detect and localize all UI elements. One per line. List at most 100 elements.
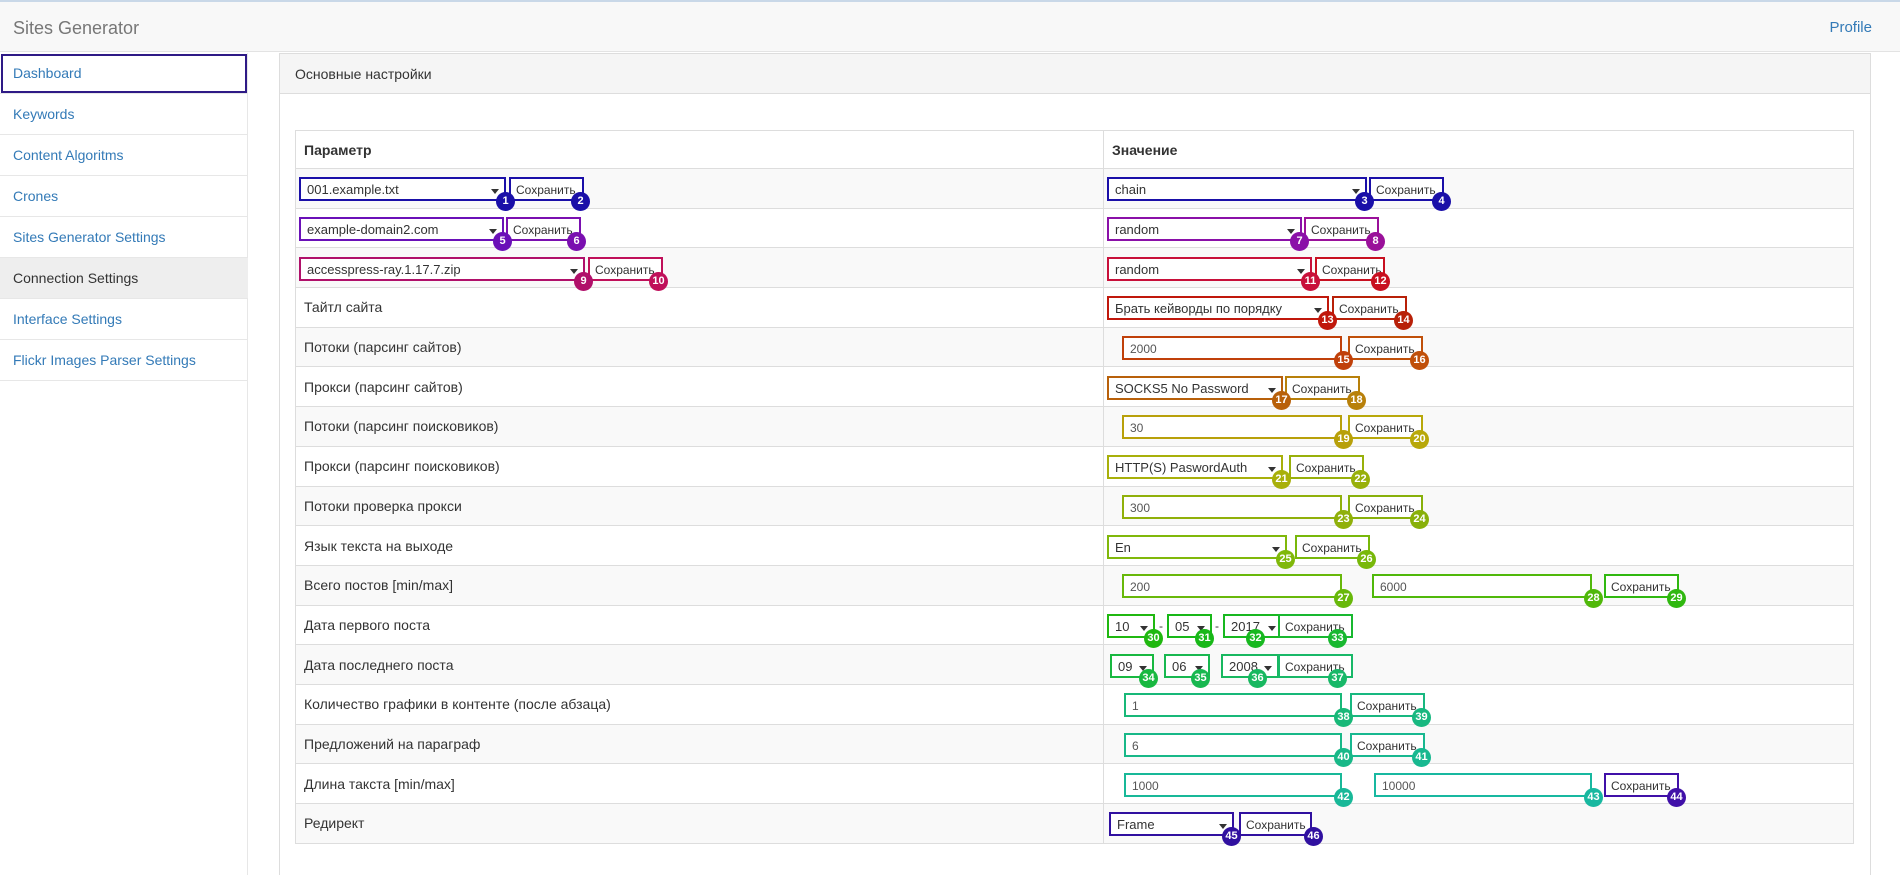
row-label: Тайтл сайта [295, 287, 1104, 328]
site-proxy-select[interactable]: SOCKS5 No Password [1107, 375, 1283, 400]
text-length-min-input[interactable]: 1000 [1124, 772, 1342, 797]
table-row: Длина такста [min/max] 1000 42 10000 43 … [295, 763, 1854, 807]
value-select[interactable]: random [1107, 217, 1302, 242]
file-select[interactable]: 001.example.txt [299, 177, 506, 202]
site-proxy-select-value: SOCKS5 No Password [1115, 380, 1249, 396]
badge-19: 19 [1334, 430, 1353, 450]
posts-min-input[interactable]: 200 [1122, 574, 1342, 599]
app-title[interactable]: Sites Generator [13, 18, 140, 38]
language-select[interactable]: En [1107, 534, 1287, 559]
first-post-month-select[interactable]: 05 [1167, 613, 1212, 638]
sidebar-item-flickr-images-parser-settings[interactable]: Flickr Images Parser Settings [0, 340, 248, 381]
badge-44: 44 [1667, 787, 1686, 807]
badge-43: 43 [1584, 787, 1603, 807]
badge-37: 37 [1328, 668, 1347, 688]
badge-16: 16 [1410, 351, 1429, 371]
table-row: Количество графики в контенте (после абз… [295, 683, 1854, 728]
sidebar-item-content-algoritms[interactable]: Content Algoritms [0, 135, 248, 176]
save-button[interactable]: Сохранить [1348, 494, 1423, 519]
table-row: Предложений на параграф 6 40 Сохранить 4… [295, 723, 1854, 767]
save-button[interactable]: Сохранить [588, 256, 663, 281]
badge-40: 40 [1334, 747, 1353, 767]
save-button[interactable]: Сохранить [1369, 177, 1444, 202]
save-button[interactable]: Сохранить [509, 177, 584, 202]
proxy-check-threads-input[interactable]: 300 [1122, 494, 1342, 519]
save-button[interactable]: Сохранить [1289, 455, 1364, 480]
badge-21: 21 [1272, 470, 1291, 490]
domain-select[interactable]: example-domain2.com [299, 217, 504, 242]
row-label: Дата последнего поста [295, 644, 1104, 685]
chevron-down-icon [1268, 625, 1276, 631]
chevron-down-icon [1268, 467, 1276, 473]
badge-1: 1 [496, 192, 515, 212]
sentences-per-paragraph-input[interactable]: 6 [1124, 732, 1342, 757]
save-button[interactable]: Сохранить [1295, 534, 1370, 559]
save-button[interactable]: Сохранить [1315, 256, 1385, 281]
badge-14: 14 [1394, 311, 1413, 331]
chevron-down-icon [1272, 546, 1280, 552]
badge-10: 10 [649, 271, 668, 291]
save-button[interactable]: Сохранить [1350, 693, 1425, 718]
save-button[interactable]: Сохранить [1604, 772, 1679, 797]
search-threads-input[interactable]: 30 [1122, 415, 1342, 440]
sidebar-item-sites-generator-settings[interactable]: Sites Generator Settings [0, 217, 248, 258]
first-post-day-value: 10 [1115, 618, 1130, 634]
panel-title: Основные настройки [280, 54, 1870, 94]
theme-select-value: accesspress-ray.1.17.7.zip [307, 261, 461, 277]
sidebar-item-interface-settings[interactable]: Interface Settings [0, 299, 248, 340]
redirect-select[interactable]: Frame [1109, 812, 1234, 837]
badge-17: 17 [1272, 390, 1291, 410]
chevron-down-icon [1297, 268, 1305, 274]
badge-31: 31 [1195, 628, 1214, 648]
badge-34: 34 [1139, 668, 1158, 688]
badge-33: 33 [1328, 628, 1347, 648]
badge-38: 38 [1334, 708, 1353, 728]
value-select[interactable]: random [1107, 256, 1312, 281]
badge-7: 7 [1290, 232, 1309, 252]
chevron-down-icon [1139, 665, 1147, 671]
table-row: 001.example.txt 1 Сохранить 2 chain 3 Со… [295, 168, 1854, 212]
table-header-row: Параметр Значение [295, 130, 1854, 169]
row-label: Потоки (парсинг сайтов) [295, 326, 1104, 368]
save-button[interactable]: Сохранить [1304, 217, 1379, 242]
row-label: Прокси (парсинг сайтов) [295, 366, 1104, 408]
table-row: Прокси (парсинг сайтов) SOCKS5 No Passwo… [295, 366, 1854, 410]
badge-26: 26 [1357, 549, 1376, 569]
badge-42: 42 [1334, 787, 1353, 807]
title-mode-select-value: Брать кейворды по порядку [1115, 301, 1283, 317]
profile-link[interactable]: Profile [1829, 19, 1872, 36]
posts-max-input[interactable]: 6000 [1372, 574, 1592, 599]
save-button[interactable]: Сохранить [1278, 653, 1353, 678]
save-button[interactable]: Сохранить [1278, 613, 1353, 638]
save-button[interactable]: Сохранить [1285, 375, 1360, 400]
row-label: Предложений на параграф [295, 723, 1104, 765]
site-threads-input[interactable]: 2000 [1122, 336, 1342, 361]
badge-23: 23 [1334, 509, 1353, 529]
row-label: Потоки (парсинг поисковиков) [295, 406, 1104, 447]
badge-24: 24 [1410, 509, 1429, 529]
settings-panel: Основные настройки Параметр Значение 001… [279, 53, 1871, 875]
value-select-value: random [1115, 261, 1160, 277]
last-post-month-select[interactable]: 06 [1164, 653, 1210, 678]
sidebar: Dashboard Keywords Content Algoritms Cro… [0, 53, 248, 875]
search-proxy-select[interactable]: HTTP(S) PaswordAuth [1107, 455, 1283, 480]
save-button[interactable]: Сохранить [1604, 574, 1679, 599]
sidebar-item-connection-settings[interactable]: Connection Settings [0, 258, 248, 299]
chevron-down-icon [491, 189, 499, 195]
badge-46: 46 [1304, 827, 1323, 847]
chevron-down-icon [1314, 308, 1322, 314]
save-button[interactable]: Сохранить [1239, 812, 1312, 837]
value-select[interactable]: chain [1107, 177, 1367, 202]
sidebar-item-dashboard[interactable]: Dashboard [0, 53, 248, 94]
sidebar-item-crones[interactable]: Crones [0, 176, 248, 217]
title-mode-select[interactable]: Брать кейворды по порядку [1107, 296, 1329, 321]
badge-45: 45 [1222, 827, 1241, 847]
images-count-input[interactable]: 1 [1124, 693, 1342, 718]
sidebar-item-keywords[interactable]: Keywords [0, 94, 248, 135]
row-label: Длина такста [min/max] [295, 763, 1104, 804]
save-button[interactable]: Сохранить [1348, 336, 1423, 361]
theme-select[interactable]: accesspress-ray.1.17.7.zip [299, 256, 585, 281]
table-row: Потоки (парсинг поисковиков) 30 19 Сохра… [295, 406, 1854, 450]
text-length-max-input[interactable]: 10000 [1374, 772, 1592, 797]
badge-3: 3 [1355, 192, 1374, 212]
